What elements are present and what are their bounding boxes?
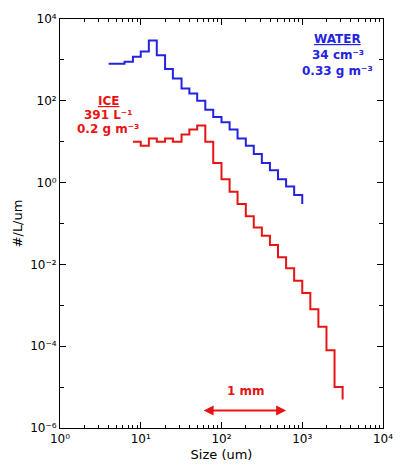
svg-text:10⁰: 10⁰ [50,432,70,446]
svg-text:10²: 10² [37,94,57,108]
svg-text:10¹: 10¹ [131,432,151,446]
svg-text:391 L⁻¹: 391 L⁻¹ [84,108,132,122]
svg-text:10⁴: 10⁴ [373,432,393,446]
svg-text:10³: 10³ [292,432,312,446]
svg-text:ICE: ICE [98,94,119,108]
svg-text:10⁴: 10⁴ [37,12,57,26]
svg-text:0.33 g m⁻³: 0.33 g m⁻³ [302,64,373,78]
svg-text:34 cm⁻³: 34 cm⁻³ [312,48,364,62]
svg-text:10⁻⁴: 10⁻⁴ [30,339,57,353]
svg-text:#/L/um: #/L/um [10,200,25,248]
svg-text:10⁰: 10⁰ [37,176,57,190]
svg-text:10⁻⁶: 10⁻⁶ [30,421,57,435]
svg-text:1 mm: 1 mm [227,384,265,398]
svg-text:10²: 10² [211,432,231,446]
svg-text:Size (um): Size (um) [191,447,253,462]
svg-text:0.2 g m⁻³: 0.2 g m⁻³ [77,122,139,136]
svg-text:WATER: WATER [314,32,361,46]
svg-text:10⁻²: 10⁻² [30,258,57,272]
